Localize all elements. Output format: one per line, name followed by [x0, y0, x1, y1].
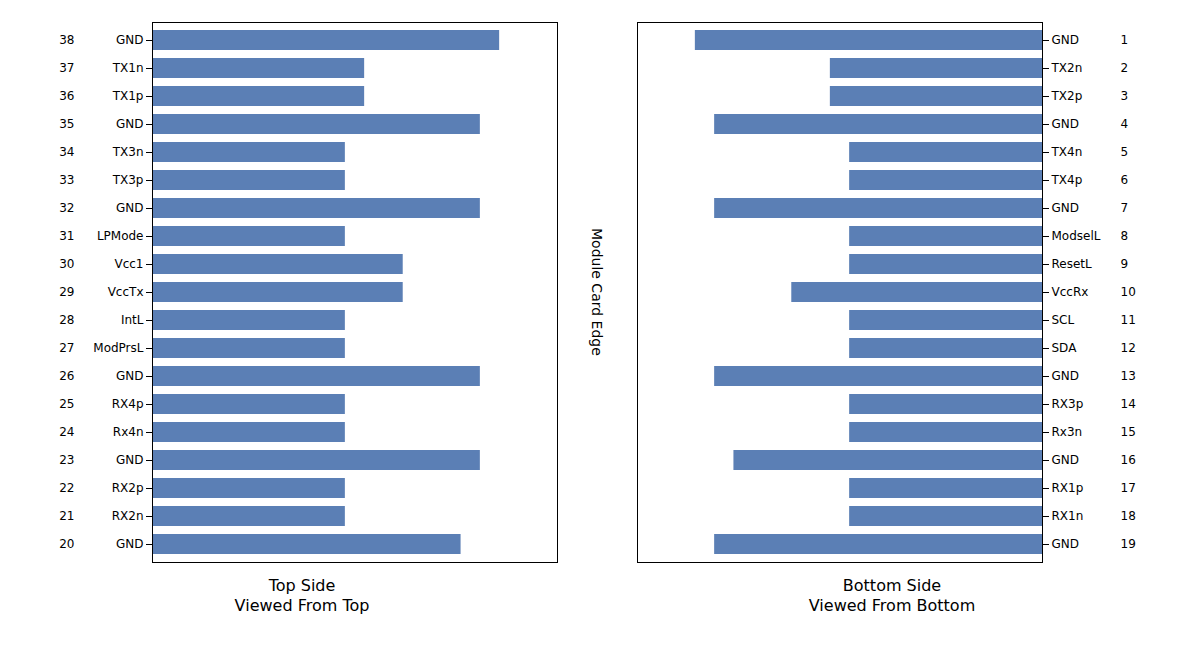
svg-text:TX3p: TX3p: [112, 173, 144, 187]
svg-text:18: 18: [1121, 509, 1136, 523]
svg-text:38: 38: [59, 33, 74, 47]
svg-text:VccTx: VccTx: [108, 285, 144, 299]
svg-text:RX2p: RX2p: [112, 481, 144, 495]
svg-text:TX1n: TX1n: [112, 61, 144, 75]
svg-text:23: 23: [59, 453, 74, 467]
svg-text:RX4p: RX4p: [112, 397, 144, 411]
svg-text:GND: GND: [116, 33, 144, 47]
svg-text:SDA: SDA: [1052, 341, 1078, 355]
svg-text:Rx4n: Rx4n: [113, 425, 144, 439]
svg-text:TX2p: TX2p: [1051, 89, 1083, 103]
svg-text:28: 28: [59, 313, 74, 327]
svg-text:27: 27: [59, 341, 74, 355]
svg-text:19: 19: [1121, 537, 1136, 551]
svg-text:GND: GND: [1052, 453, 1080, 467]
svg-text:1: 1: [1121, 33, 1129, 47]
svg-text:GND: GND: [1052, 537, 1080, 551]
svg-text:22: 22: [59, 481, 74, 495]
svg-text:15: 15: [1121, 425, 1136, 439]
svg-text:6: 6: [1121, 173, 1129, 187]
svg-text:25: 25: [59, 397, 74, 411]
svg-text:GND: GND: [1052, 369, 1080, 383]
svg-text:GND: GND: [1052, 201, 1080, 215]
svg-text:12: 12: [1121, 341, 1136, 355]
svg-text:33: 33: [59, 173, 74, 187]
svg-text:26: 26: [59, 369, 74, 383]
svg-text:ResetL: ResetL: [1052, 257, 1093, 271]
svg-text:32: 32: [59, 201, 74, 215]
svg-text:GND: GND: [116, 201, 144, 215]
svg-text:TX4p: TX4p: [1051, 173, 1083, 187]
svg-text:16: 16: [1121, 453, 1136, 467]
svg-text:VccRx: VccRx: [1052, 285, 1089, 299]
svg-text:GND: GND: [1052, 33, 1080, 47]
svg-text:SCL: SCL: [1052, 313, 1075, 327]
svg-text:3: 3: [1121, 89, 1129, 103]
svg-text:ModselL: ModselL: [1052, 229, 1101, 243]
svg-text:17: 17: [1121, 481, 1136, 495]
svg-text:7: 7: [1121, 201, 1129, 215]
svg-text:29: 29: [59, 285, 74, 299]
svg-text:9: 9: [1121, 257, 1129, 271]
svg-text:TX2n: TX2n: [1051, 61, 1083, 75]
svg-text:21: 21: [59, 509, 74, 523]
svg-text:24: 24: [59, 425, 74, 439]
svg-text:Vcc1: Vcc1: [114, 257, 143, 271]
svg-text:5: 5: [1121, 145, 1129, 159]
svg-text:Rx3n: Rx3n: [1052, 425, 1083, 439]
svg-text:TX4n: TX4n: [1051, 145, 1083, 159]
svg-text:8: 8: [1121, 229, 1129, 243]
svg-text:36: 36: [59, 89, 74, 103]
svg-text:GND: GND: [116, 369, 144, 383]
svg-text:TX3n: TX3n: [112, 145, 144, 159]
html-text:Module Card Edge: Module Card Edge: [589, 228, 605, 356]
svg-text:GND: GND: [116, 117, 144, 131]
svg-text:RX3p: RX3p: [1052, 397, 1084, 411]
svg-text:RX1p: RX1p: [1052, 481, 1084, 495]
html-text:Top Side Viewed From Top: Top Side Viewed From Top: [234, 576, 370, 615]
svg-text:LPMode: LPMode: [97, 229, 144, 243]
svg-text:GND: GND: [116, 537, 144, 551]
svg-text:31: 31: [59, 229, 74, 243]
html-text:Bottom Side Viewed From Bottom: Bottom Side Viewed From Bottom: [808, 576, 976, 615]
svg-text:14: 14: [1121, 397, 1136, 411]
svg-text:34: 34: [59, 145, 74, 159]
svg-text:IntL: IntL: [121, 313, 144, 327]
svg-text:30: 30: [59, 257, 74, 271]
svg-text:GND: GND: [1052, 117, 1080, 131]
svg-text:RX1n: RX1n: [1052, 509, 1084, 523]
svg-text:TX1p: TX1p: [112, 89, 144, 103]
svg-text:13: 13: [1121, 369, 1136, 383]
svg-text:4: 4: [1121, 117, 1129, 131]
svg-text:2: 2: [1121, 61, 1129, 75]
svg-text:GND: GND: [116, 453, 144, 467]
svg-text:37: 37: [59, 61, 74, 75]
svg-text:11: 11: [1121, 313, 1136, 327]
svg-text:10: 10: [1121, 285, 1136, 299]
svg-text:RX2n: RX2n: [112, 509, 144, 523]
svg-text:ModPrsL: ModPrsL: [93, 341, 144, 355]
svg-text:20: 20: [59, 537, 74, 551]
svg-text:35: 35: [59, 117, 74, 131]
